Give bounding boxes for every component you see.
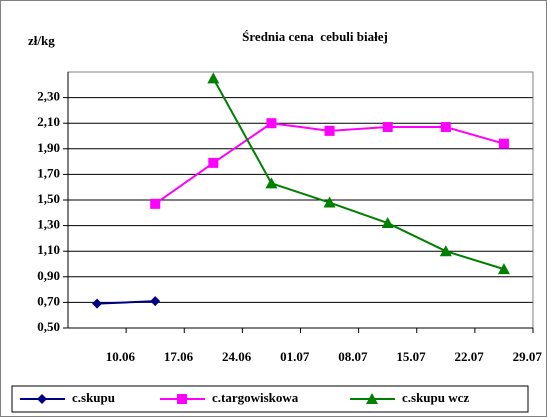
series-line bbox=[97, 300, 156, 305]
marker bbox=[323, 196, 336, 208]
chart-title: Średnia cena cebuli białej bbox=[242, 29, 388, 44]
marker bbox=[366, 393, 378, 404]
y-tick-label: 1,10 bbox=[37, 242, 60, 257]
marker bbox=[439, 245, 452, 257]
marker bbox=[265, 177, 278, 189]
legend-label: c.targowiskowa bbox=[212, 390, 299, 405]
marker bbox=[440, 122, 451, 133]
legend-label: c.skupu wcz bbox=[402, 390, 469, 405]
legend-box bbox=[11, 385, 529, 413]
marker bbox=[266, 118, 277, 129]
y-tick-label: 1,90 bbox=[37, 140, 60, 155]
x-tick-label: 24.06 bbox=[222, 349, 252, 364]
x-tick-label: 15.07 bbox=[396, 349, 426, 364]
marker bbox=[37, 394, 47, 404]
y-tick-label: 2,10 bbox=[37, 114, 60, 129]
series-line bbox=[212, 77, 505, 271]
x-tick-label: 01.07 bbox=[280, 349, 310, 364]
marker bbox=[177, 394, 187, 404]
marker bbox=[207, 72, 220, 84]
x-tick-label: 29.07 bbox=[513, 349, 543, 364]
legend-label: c.skupu bbox=[72, 390, 115, 405]
marker bbox=[150, 296, 161, 307]
marker bbox=[498, 138, 509, 149]
y-tick-label: 0,50 bbox=[37, 319, 60, 334]
y-axis-title: zł/kg bbox=[28, 33, 55, 48]
y-tick-label: 0,90 bbox=[37, 268, 60, 283]
marker bbox=[150, 198, 161, 209]
y-tick-label: 0,70 bbox=[37, 293, 60, 308]
y-tick-label: 1,70 bbox=[37, 165, 60, 180]
x-tick-label: 17.06 bbox=[164, 349, 194, 364]
x-tick-label: 10.06 bbox=[106, 349, 136, 364]
x-tick-label: 22.07 bbox=[454, 349, 484, 364]
x-tick-label: 08.07 bbox=[338, 349, 368, 364]
y-tick-label: 2,30 bbox=[37, 89, 60, 104]
y-tick-label: 1,50 bbox=[37, 191, 60, 206]
marker bbox=[208, 157, 219, 168]
y-tick-label: 1,30 bbox=[37, 217, 60, 232]
marker bbox=[382, 122, 393, 133]
marker bbox=[92, 298, 103, 309]
marker bbox=[381, 217, 394, 229]
marker bbox=[497, 263, 510, 275]
marker bbox=[324, 125, 335, 136]
